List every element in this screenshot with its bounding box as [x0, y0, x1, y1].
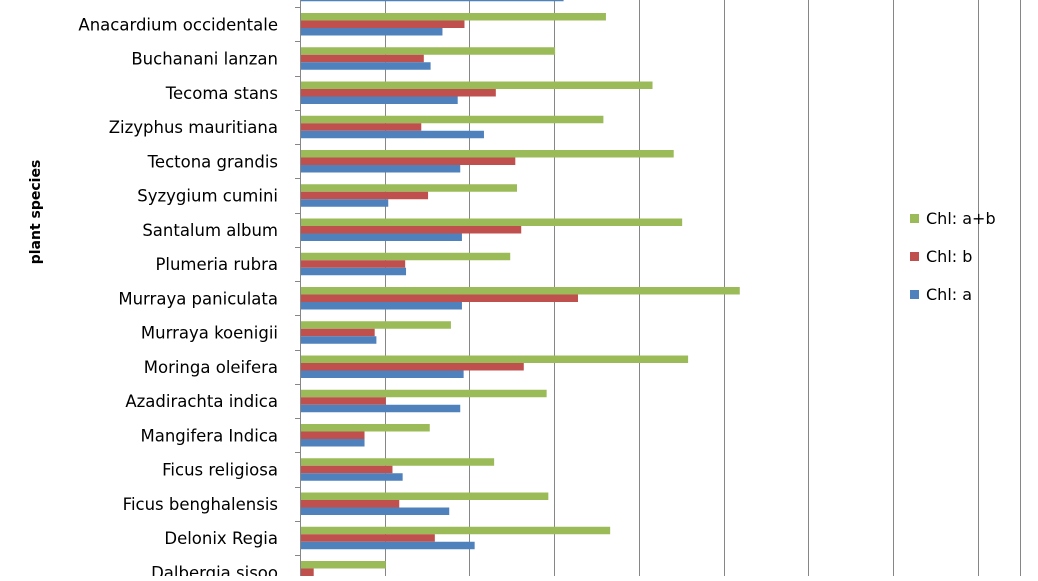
bar-chl-a	[301, 267, 407, 276]
bar-chl-b	[301, 54, 424, 63]
legend-swatch	[910, 252, 919, 261]
category-label: Azadirachta indica	[125, 392, 278, 411]
bar-chl-b	[301, 431, 365, 439]
bar-chl-a	[301, 165, 461, 173]
bar-chl-a	[301, 439, 365, 447]
bar-chl-a-b	[301, 252, 511, 261]
bar-chl-a-b	[301, 287, 740, 295]
legend-swatch	[910, 214, 919, 223]
legend: Chl: a+b Chl: b Chl: a	[910, 209, 996, 304]
bar-chl-b	[301, 397, 386, 405]
bar-chl-b	[301, 328, 375, 337]
bar-chl-a-b	[301, 81, 653, 89]
bar-chl-b	[301, 191, 429, 200]
legend-label: Chl: b	[926, 247, 972, 266]
bar-chl-a	[301, 473, 403, 481]
category-label: Syzygium cumini	[137, 187, 278, 206]
legend-swatch	[910, 290, 919, 299]
bar-chl-a-b	[301, 13, 606, 21]
category-label: Plumeria rubra	[155, 255, 278, 274]
bar-chl-a	[301, 233, 462, 241]
bar-chl-a-b	[301, 321, 451, 329]
bar-chl-a-b	[301, 218, 683, 226]
bar-chl-a	[301, 199, 389, 207]
bar-chl-b	[301, 157, 516, 165]
bar-chl-a-b	[301, 47, 556, 55]
bar-chl-a	[301, 130, 484, 139]
bar-chl-a	[301, 507, 450, 515]
category-label: Santalum album	[142, 221, 278, 240]
bar-chl-a-b	[301, 492, 549, 500]
bar-chl-a	[301, 302, 462, 310]
bar-chl-b	[301, 226, 522, 234]
category-label: Dalbergia sisoo	[151, 563, 278, 576]
bar-chl-b	[301, 89, 496, 97]
bar-chl-a	[301, 62, 431, 70]
category-label: Murraya paniculata	[118, 289, 278, 308]
bar-chl-a-b	[301, 355, 689, 363]
bars	[301, 0, 740, 581]
y-axis-title: plant species	[28, 160, 44, 265]
category-label: Buchanani lanzan	[131, 50, 278, 69]
bar-chl-a	[301, 370, 464, 378]
bar-chl-a	[301, 404, 461, 413]
bar-chl-b	[301, 20, 465, 28]
bar-chl-a	[301, 0, 564, 2]
legend-label: Chl: a+b	[926, 209, 996, 228]
bar-chl-a	[301, 96, 458, 104]
legend-label: Chl: a	[926, 285, 972, 304]
category-label: Moringa oleifera	[144, 358, 278, 377]
bar-chl-b	[301, 568, 314, 576]
bar-chl-b	[301, 500, 400, 508]
category-label: Mangifera Indica	[140, 426, 278, 445]
bar-chl-b	[301, 123, 422, 131]
bar-chl-a	[301, 28, 443, 36]
bar-chl-a-b	[301, 526, 611, 535]
bar-chl-a-b	[301, 561, 386, 569]
bar-chl-b	[301, 363, 524, 371]
bar-chl-a-b	[301, 184, 517, 192]
bar-chl-b	[301, 294, 578, 302]
bar-chl-a-b	[301, 150, 674, 158]
category-label: Tectona grandis	[147, 152, 278, 171]
bar-chl-a-b	[301, 458, 495, 466]
bar-chl-a-b	[301, 424, 430, 432]
category-labels: Anacardium occidentale Buchanani lanzan Te…	[78, 15, 278, 581]
bar-chl-a	[301, 541, 475, 550]
category-label: Anacardium occidentale	[78, 15, 278, 34]
bar-chl-a-b	[301, 115, 604, 124]
category-label: Tecoma stans	[165, 84, 278, 103]
bar-chl-b	[301, 534, 435, 542]
bar-chl-b	[301, 465, 393, 474]
category-label: Ficus benghalensis	[123, 495, 278, 514]
category-label: Murraya koenigii	[141, 324, 278, 343]
category-label: Delonix Regia	[164, 529, 278, 548]
bar-chl-a	[301, 336, 377, 344]
category-label: Ficus religiosa	[162, 461, 278, 480]
category-label: Zizyphus mauritiana	[109, 118, 278, 137]
bar-chl-b	[301, 260, 406, 268]
bar-chl-a-b	[301, 389, 547, 398]
